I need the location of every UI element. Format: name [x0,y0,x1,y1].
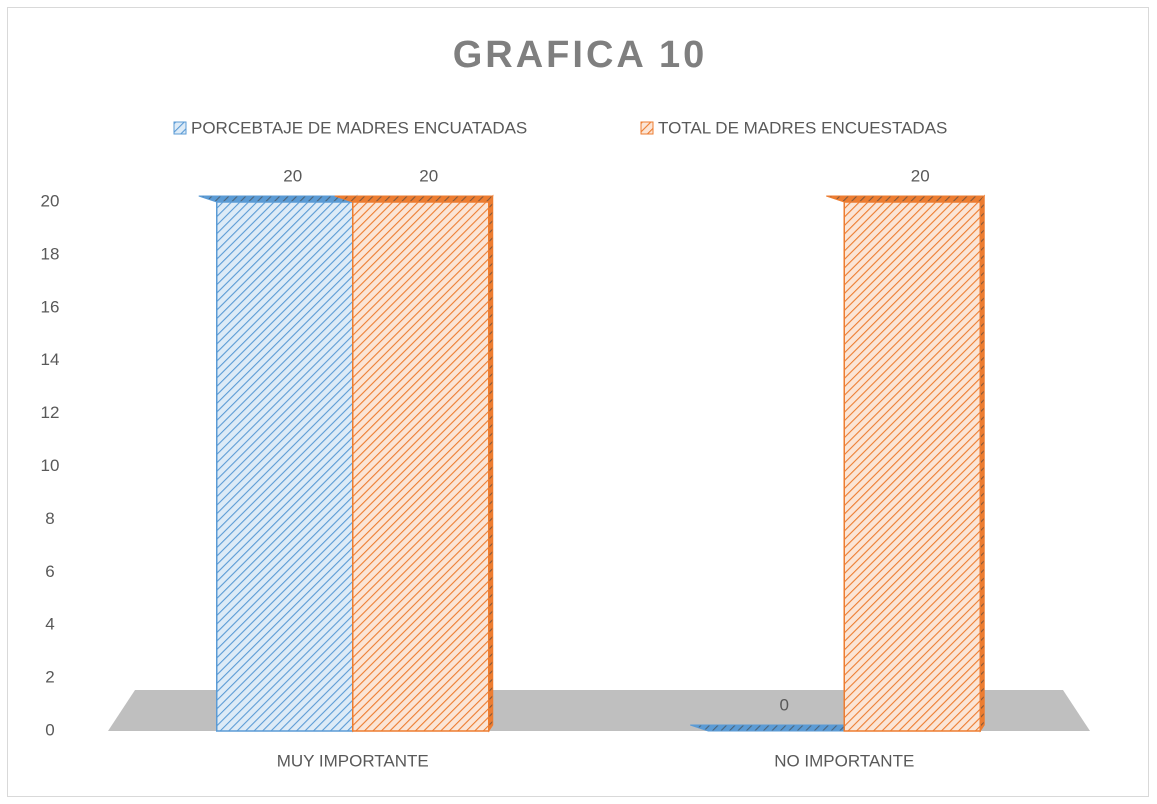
y-tick-label: 20 [41,191,60,210]
y-tick-label: 16 [41,297,60,316]
legend-swatch [173,121,187,135]
x-tick-label: NO IMPORTANTE [774,751,914,770]
bar [826,194,986,733]
y-tick-label: 0 [45,720,54,739]
bar [334,194,494,733]
data-label: 20 [911,166,930,185]
data-label: 0 [780,695,789,714]
bar-front [352,201,490,732]
bar [198,194,358,733]
bar-front [216,201,354,732]
bar [690,724,850,732]
legend-swatch [640,121,654,135]
data-label: 20 [419,166,438,185]
bar-top [826,195,986,203]
x-tick-label: MUY IMPORTANTE [277,751,429,770]
bar-top [334,195,494,203]
legend-label: TOTAL DE MADRES ENCUESTADAS [658,118,947,137]
bar-top [198,195,358,203]
y-tick-label: 6 [45,562,54,581]
y-tick-label: 14 [41,350,60,369]
y-tick-label: 18 [41,244,60,263]
bar-top [690,724,850,732]
y-tick-label: 2 [45,668,54,687]
bar-front [843,201,981,732]
y-tick-label: 12 [41,403,60,422]
data-label: 20 [283,166,302,185]
y-tick-label: 4 [45,615,54,634]
y-tick-label: 10 [41,456,60,475]
y-tick-label: 8 [45,509,54,528]
chart-title: GRAFICA 10 [453,34,708,76]
legend-label: PORCEBTAJE DE MADRES ENCUATADAS [191,118,527,137]
